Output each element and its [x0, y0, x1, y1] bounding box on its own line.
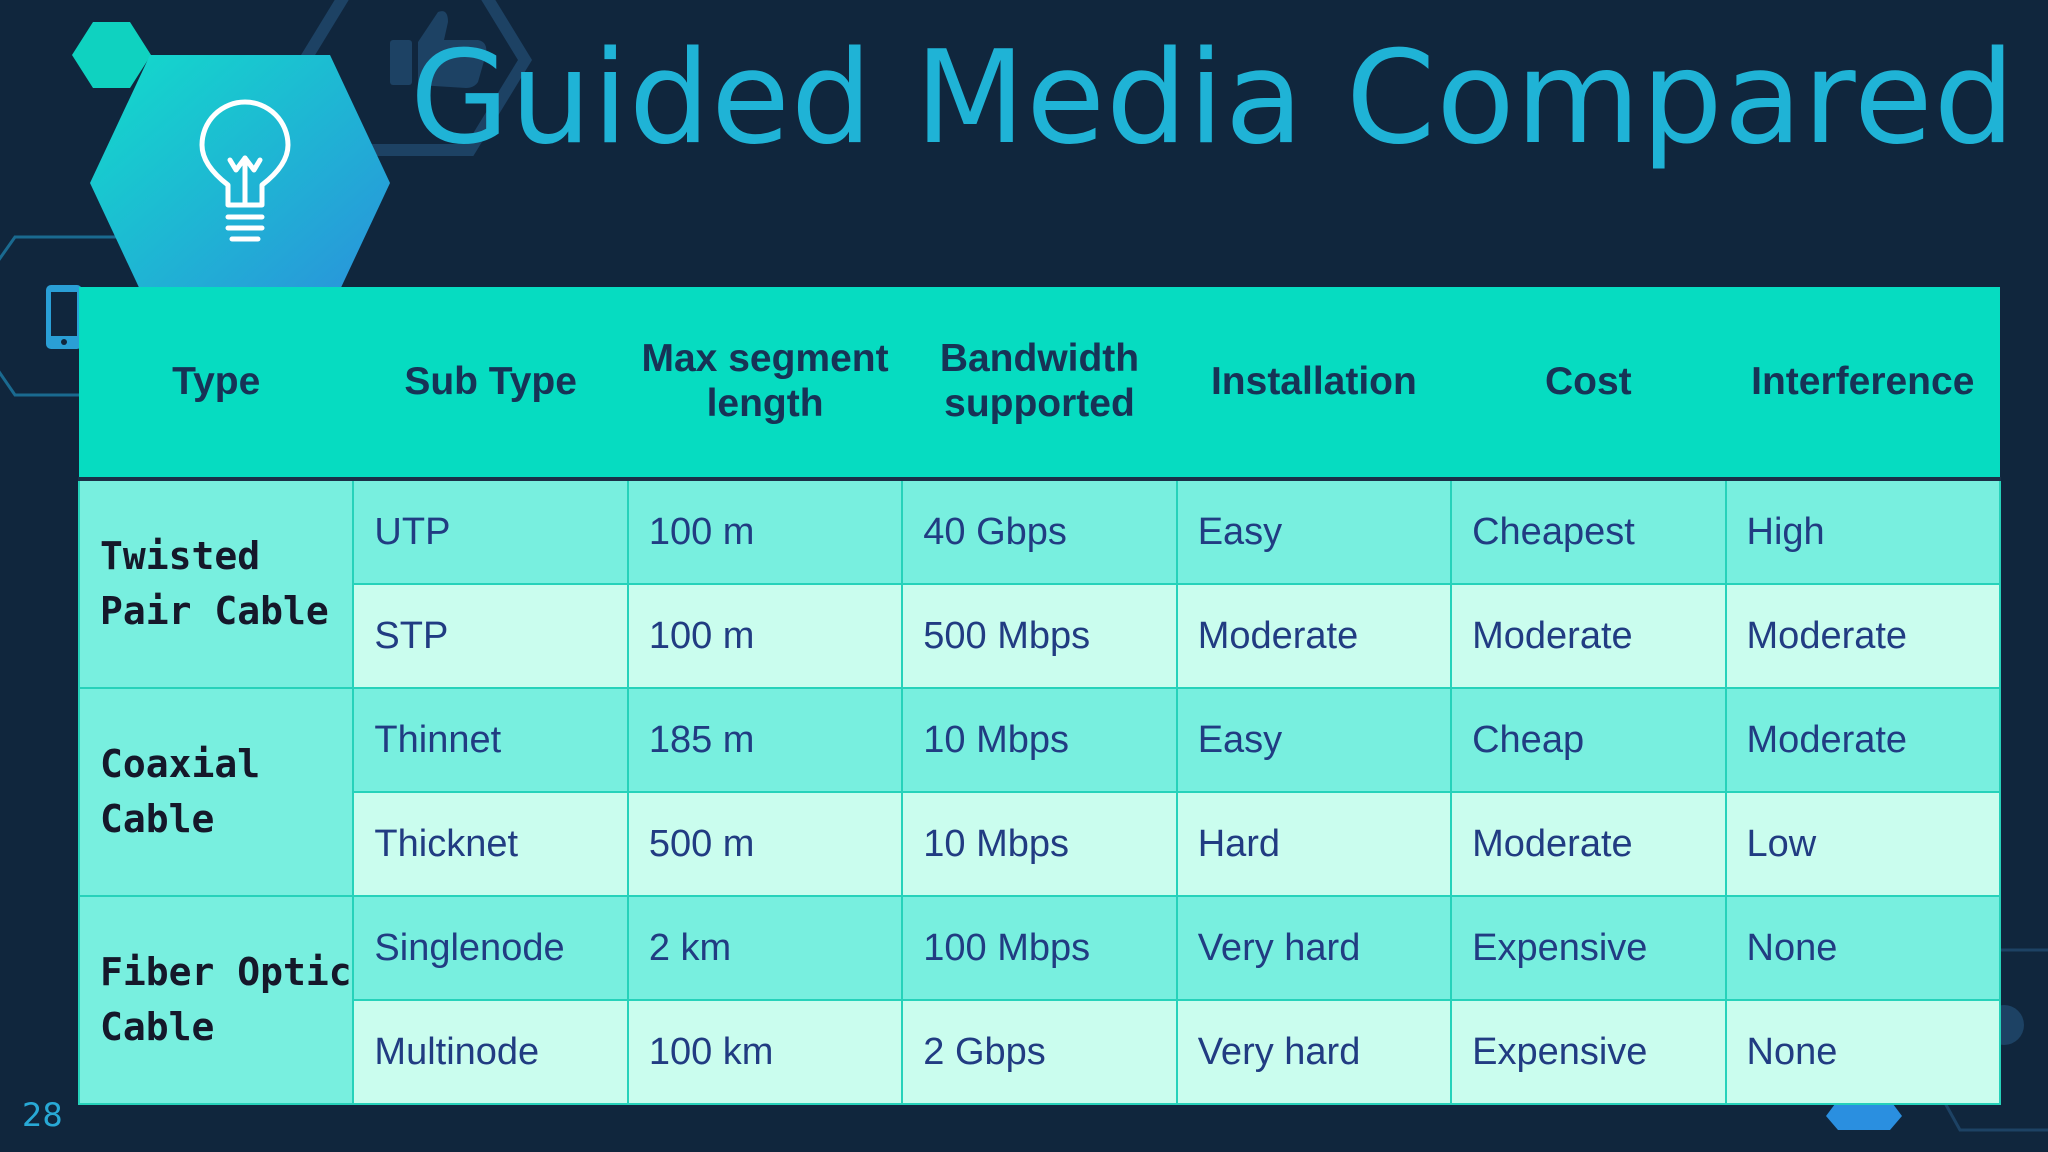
table-cell: None: [1724, 895, 2002, 1001]
table-cell: 10 Mbps: [901, 687, 1178, 793]
table-cell: Thicknet: [352, 791, 629, 897]
header-bandwidth: Bandwidth supported: [902, 287, 1177, 481]
table-cell: 2 km: [626, 895, 904, 1001]
phone-icon: [46, 285, 82, 349]
table-cell: Cheap: [1450, 687, 1727, 793]
table-cell: Moderate: [1450, 791, 1727, 897]
table-cell: Easy: [1175, 687, 1453, 793]
small-hexagon-shape: [72, 22, 151, 88]
table-row: Multinode 100 km 2 Gbps Very hard Expens…: [79, 999, 2002, 1105]
lightbulb-icon: [199, 99, 291, 242]
lightbulb-hexagon-shape: [90, 55, 390, 311]
table-cell: Very hard: [1175, 895, 1453, 1001]
type-twisted-pair: Twisted Pair Cable: [77, 478, 355, 689]
table-cell: UTP: [352, 478, 629, 585]
table-cell: Multinode: [352, 999, 629, 1105]
header-type: Type: [79, 287, 354, 481]
table-cell: Cheapest: [1450, 478, 1727, 585]
table-row: STP 100 m 500 Mbps Moderate Moderate Mod…: [79, 583, 2002, 689]
table-cell: 10 Mbps: [901, 791, 1178, 897]
bottom-hexagon-shape: [1826, 1100, 1902, 1130]
table-cell: Very hard: [1175, 999, 1453, 1105]
table-cell: Moderate: [1450, 583, 1727, 689]
table-cell: 100 Mbps: [901, 895, 1178, 1001]
table-cell: Hard: [1175, 791, 1453, 897]
table-header-row: Type Sub Type Max segment length Bandwid…: [79, 287, 2000, 481]
table-cell: Expensive: [1450, 895, 1727, 1001]
table-cell: Moderate: [1724, 687, 2002, 793]
type-coaxial: Coaxial Cable: [77, 687, 355, 897]
table-cell: 185 m: [626, 687, 904, 793]
table-cell: None: [1724, 999, 2002, 1105]
table-cell: High: [1724, 478, 2002, 585]
table-row: Thicknet 500 m 10 Mbps Hard Moderate Low: [79, 791, 2002, 897]
thumbs-up-icon: [390, 11, 487, 88]
comparison-table: Type Sub Type Max segment length Bandwid…: [77, 287, 2002, 1105]
table-cell: 40 Gbps: [901, 478, 1178, 585]
header-installation: Installation: [1176, 287, 1452, 481]
table-cell: Moderate: [1724, 583, 2002, 689]
table-cell: 100 m: [626, 583, 904, 689]
type-fiber-optic: Fiber Optic Cable: [77, 895, 355, 1105]
table-cell: Easy: [1175, 478, 1453, 585]
table-cell: Expensive: [1450, 999, 1727, 1105]
table-cell: 500 Mbps: [901, 583, 1178, 689]
header-max-segment-length: Max segment length: [627, 287, 903, 481]
table-row: Coaxial Cable Thinnet 185 m 10 Mbps Easy…: [77, 687, 2002, 897]
header-interference: Interference: [1725, 287, 2000, 481]
table-cell: 500 m: [626, 791, 904, 897]
table-cell: 100 km: [626, 999, 904, 1105]
table-cell: Moderate: [1175, 583, 1453, 689]
table-cell: 2 Gbps: [901, 999, 1178, 1105]
table-row: Twisted Pair Cable UTP 100 m 40 Gbps Eas…: [77, 478, 2002, 689]
table-cell: STP: [352, 583, 629, 689]
table-cell: 100 m: [626, 478, 904, 585]
page-title: Guided Media Compared: [410, 24, 2016, 173]
header-sub-type: Sub Type: [353, 287, 628, 481]
header-cost: Cost: [1451, 287, 1726, 481]
table-cell: Thinnet: [352, 687, 629, 793]
table-row: Fiber Optic Cable Singlenode 2 km 100 Mb…: [77, 895, 2002, 1105]
slide-number: 28: [22, 1096, 63, 1134]
table-cell: Low: [1724, 791, 2002, 897]
table-cell: Singlenode: [352, 895, 629, 1001]
